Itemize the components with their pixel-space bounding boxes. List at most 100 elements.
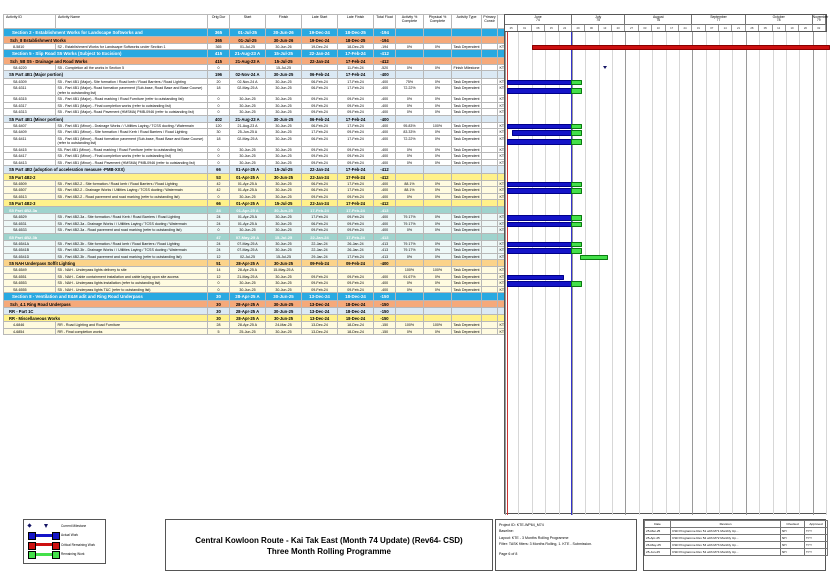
table-row[interactable]: S8-6553 S5 - NAH - Underpass lights insta… bbox=[3, 279, 556, 287]
gantt-bar-blue[interactable] bbox=[507, 248, 573, 254]
gantt-bar-green[interactable] bbox=[571, 248, 582, 254]
project-layout: Layout: KTE - 3 Months Rolling Programme bbox=[499, 535, 569, 540]
gantt-bar-blue[interactable] bbox=[512, 130, 573, 136]
gantt-bar-green[interactable] bbox=[571, 281, 582, 287]
gantt-bar-blue[interactable] bbox=[507, 139, 573, 145]
gantt-bar-green[interactable] bbox=[571, 215, 582, 221]
cell-ac: 72.22% bbox=[395, 134, 424, 147]
group-row[interactable]: Sch_8 Establishment Works 365 01-Jul-25 30-… bbox=[3, 35, 556, 44]
table-row[interactable]: S8-6555 S5 - NAH - Underpass lights T&C (… bbox=[3, 285, 556, 294]
table-row[interactable]: S8-6541A S5 - Part 4B2-3b - Site formatio… bbox=[3, 239, 556, 248]
gantt-bar-blue[interactable] bbox=[507, 241, 573, 248]
revision-cell-date: 25-Mar-25 bbox=[644, 527, 671, 535]
cell-pc bbox=[423, 232, 452, 241]
group-row[interactable]: Sch_4.1 Ring Road Underpass 30 28-Apr-25 A… bbox=[3, 299, 556, 308]
table-row[interactable]: S8-6541D S5 - Part 4B2-3b - Road pavement… bbox=[3, 252, 556, 261]
gantt-bar-green[interactable] bbox=[571, 188, 582, 194]
column-header-pc[interactable]: Physical % Complete bbox=[423, 14, 452, 29]
group-row[interactable]: S5 Part 4B1 (Major portion) 196 02-Nov-24 … bbox=[3, 70, 556, 79]
cell-name: S5 - Part 4B1 (Minor) - Road formation p… bbox=[55, 134, 208, 147]
cell-ac bbox=[395, 232, 424, 241]
table-row[interactable]: S8-6309 S5 - Part 4B1 (Major)- Site forma… bbox=[3, 77, 556, 86]
gantt-bar-green[interactable] bbox=[571, 88, 582, 94]
gantt-bar-green[interactable] bbox=[571, 181, 582, 188]
cell-start: 21-Aug-23 A bbox=[229, 56, 266, 66]
gantt-bar-blue[interactable] bbox=[507, 88, 573, 94]
group-row[interactable]: S5 Part 4B2-2 53 01-Apr-25 A 30-Jun-25 22-Ja… bbox=[3, 172, 556, 181]
column-header-ac[interactable]: Activity % Complete bbox=[395, 14, 424, 29]
table-row[interactable]: S8-6509 S5 - Part 4B2-2 - Site formation … bbox=[3, 179, 556, 188]
group-row[interactable]: S5 Part 4B2-3a 24 01-Apr-25 A 30-Jun-25 17-F… bbox=[3, 206, 556, 215]
table-row[interactable]: 4-6846 RR - Road Lighting and Road Furnit… bbox=[3, 321, 556, 329]
cell-pc2 bbox=[481, 306, 498, 316]
table-row[interactable]: S8-6413 S5 - Part 4B1 (Minor) - Road Pave… bbox=[3, 158, 556, 167]
table-row[interactable]: S8-6507 S5 - Part 4B2-2 - Drainage Works … bbox=[3, 186, 556, 194]
revision-block: Date Revision Checked Approved 25-Mar-25 CSD… bbox=[643, 519, 828, 571]
table-row[interactable]: 4-6854 RR - Final completion works 5 25-Jun… bbox=[3, 327, 556, 336]
column-header-lf[interactable]: Late Finish bbox=[337, 14, 374, 29]
column-header-type[interactable]: Activity Type bbox=[451, 14, 482, 29]
gantt-bar-green[interactable] bbox=[571, 130, 582, 136]
table-row[interactable]: S8-6417 S5 - Part 4B1 (Minor) - Final com… bbox=[3, 152, 556, 160]
group-row[interactable]: Section 2 - Establishment Works for Land… bbox=[3, 28, 556, 37]
group-row[interactable]: RR - Miscellaneous Works 30 28-Apr-25 A 30-… bbox=[3, 314, 556, 323]
gantt-bar-green[interactable] bbox=[571, 139, 582, 145]
table-row[interactable]: S8-6541B S5 - Part 4B2-3b - Drainage Work… bbox=[3, 246, 556, 254]
table-row[interactable]: S8-6220 S5 - Completion all the works in … bbox=[3, 63, 556, 72]
gantt-bar-blue[interactable] bbox=[507, 281, 573, 287]
group-row[interactable]: S5 Part 4B2-3b 47 07-May-25 A 15-Jul-25 22-J… bbox=[3, 232, 556, 241]
gantt-bar-blue[interactable] bbox=[507, 123, 573, 130]
gantt-bar-blue[interactable] bbox=[507, 79, 573, 86]
gantt-bar-blue[interactable] bbox=[507, 221, 573, 228]
gantt-bar-blue[interactable] bbox=[507, 215, 573, 221]
group-row[interactable]: Section 8 - Ventilation and E&M adit and… bbox=[3, 292, 556, 301]
gantt-bar-blue[interactable] bbox=[507, 188, 573, 194]
table-row[interactable]: S8-6531 S5 - Part 4B2-3a - Drainage Works… bbox=[3, 219, 556, 228]
cell-pc bbox=[423, 56, 452, 66]
table-row[interactable]: S8-6315 S5 - Part 4B1 (Major) - Road mark… bbox=[3, 95, 556, 103]
gantt-bar-red[interactable] bbox=[532, 44, 830, 51]
column-header-name[interactable]: Activity Name bbox=[55, 14, 208, 29]
table-row[interactable]: S8-6407 S5 - Part 4B1 (Minor) - Drainage … bbox=[3, 121, 556, 130]
cell-lf: 17-Feb-24 bbox=[337, 114, 374, 123]
cell-ls: 13-Dec-24 bbox=[301, 327, 338, 336]
group-row[interactable]: Sch_5B S5 - Drainage and Road Works 415 21… bbox=[3, 56, 556, 66]
table-row[interactable]: S8-6415 S5- Part 4B1 (Minor) - Road marki… bbox=[3, 145, 556, 154]
table-row[interactable]: S8-6533 S5 - Part 4B2-3a - Road pavement … bbox=[3, 226, 556, 234]
table-row[interactable]: S8-6411 S5 - Part 4B1 (Minor) - Road form… bbox=[3, 134, 556, 147]
column-header-ls[interactable]: Late Start bbox=[301, 14, 338, 29]
gantt-bar-green[interactable] bbox=[571, 241, 582, 248]
table-row[interactable]: S8-6551 S5 - NAH - Cable containment inst… bbox=[3, 272, 556, 281]
column-header-id[interactable]: Activity ID bbox=[3, 14, 56, 29]
column-header-start[interactable]: Start bbox=[229, 14, 266, 29]
cell-dur: 5 bbox=[207, 327, 230, 336]
milestone-marker[interactable] bbox=[602, 65, 607, 69]
table-row[interactable]: S8-6313 S5 - Part 4B1 (Major)- Road Pavem… bbox=[3, 108, 556, 116]
group-row[interactable]: S5 Part 4B1 (Minor portion) 402 21-Aug-23 … bbox=[3, 114, 556, 123]
cell-tf: -150 bbox=[373, 327, 396, 336]
table-row[interactable]: S8-6317 S5 - Part 4B1 (Major) - Final com… bbox=[3, 101, 556, 110]
gantt-bar-green[interactable] bbox=[571, 221, 582, 228]
group-row[interactable]: S5 Part 4B2-3 66 01-Apr-25 A 15-Jul-25 22-Ja… bbox=[3, 199, 556, 208]
column-header-finish[interactable]: Finish bbox=[265, 14, 302, 29]
cell-pc bbox=[423, 292, 452, 301]
group-row[interactable]: S5 Part 4B2 (adoption of acceleration me… bbox=[3, 165, 556, 174]
gantt-bar-green[interactable] bbox=[580, 254, 608, 261]
column-header-tf[interactable]: Total Float bbox=[373, 14, 396, 29]
table-row[interactable]: S8-6409 S5 - Part 4B1 (Minor) - Site form… bbox=[3, 128, 556, 136]
table-row[interactable]: S8-6529 S5 - Part 4B2-3a - Site formation… bbox=[3, 213, 556, 221]
cell-pc bbox=[423, 114, 452, 123]
table-row[interactable]: S8-6549 S5 - NAH - Underpass lights deliv… bbox=[3, 266, 556, 274]
column-header-dur[interactable]: Orig Dur bbox=[207, 14, 230, 29]
group-row[interactable]: S5 NAH Underpass Soffit Lighting 51 28-Apr… bbox=[3, 259, 556, 268]
gantt-bar-blue[interactable] bbox=[507, 181, 573, 188]
gantt-bar-blue[interactable] bbox=[507, 274, 564, 281]
gantt-bar-green[interactable] bbox=[571, 79, 582, 86]
group-row[interactable]: RR - Part 1C 30 28-Apr-25 A 30-Jun-25 13-Dec… bbox=[3, 306, 556, 316]
column-header-pc2[interactable]: Primary Constr bbox=[481, 14, 498, 29]
gantt-bar-green[interactable] bbox=[571, 123, 582, 130]
table-row[interactable]: 8-5810 S2 - Establishment Works for Lands… bbox=[3, 42, 556, 51]
group-row[interactable]: Section 5 - Slip Road S5 Works (Subject … bbox=[3, 49, 556, 58]
table-row[interactable]: S8-6513 S5 - Part 4B2-2 - Road pavement a… bbox=[3, 192, 556, 201]
table-row[interactable]: S8-6311 S5 - Part 4B1 (Major)- Road forma… bbox=[3, 84, 556, 97]
